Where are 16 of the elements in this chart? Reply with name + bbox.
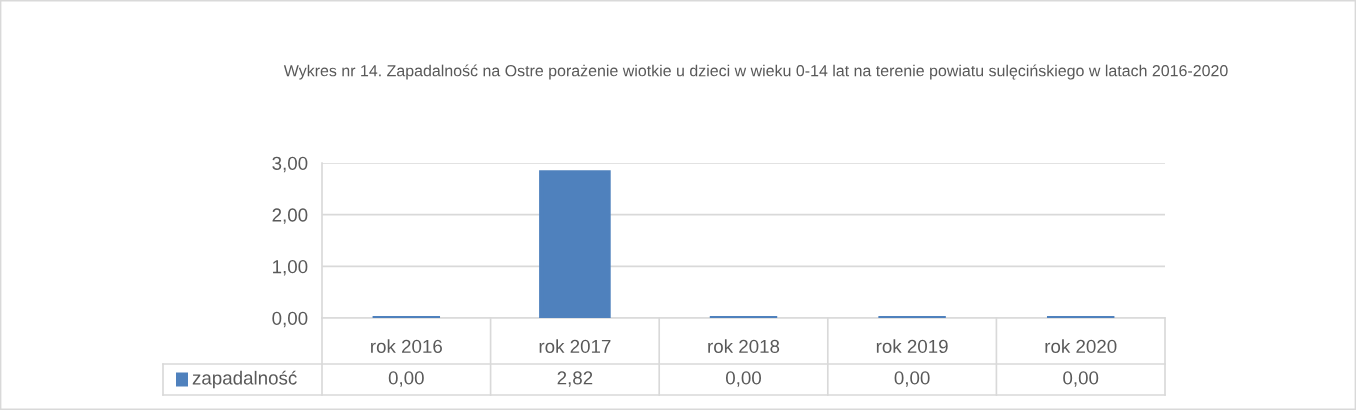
data-label: 0,00 (725, 371, 762, 387)
data-label: 0,00 (1063, 371, 1099, 387)
data-label: 2,82 (557, 371, 593, 387)
x-tick-label: rok 2018 (708, 339, 780, 354)
data-label: 0,00 (894, 371, 930, 387)
y-tick-label: 3,00 (272, 156, 308, 173)
legend-label: zapadalność (192, 370, 297, 389)
x-tick-label: rok 2020 (1045, 339, 1117, 354)
x-tick-label: rok 2016 (371, 339, 442, 354)
x-tick-label: rok 2019 (876, 339, 948, 354)
data-label: 0,00 (388, 371, 424, 387)
y-tick-label: 0,00 (272, 311, 308, 328)
x-tick-label: rok 2017 (539, 339, 611, 354)
chart-title: Wykres nr 14. Zapadalność na Ostre porażenie wiotkie u dzieci w wieku 0-14 lat na terenie powiatu sulęcińskiego w latach 2016-2020 (283, 64, 1228, 80)
y-tick-label: 2,00 (272, 208, 308, 224)
y-tick-label: 1,00 (273, 260, 308, 276)
